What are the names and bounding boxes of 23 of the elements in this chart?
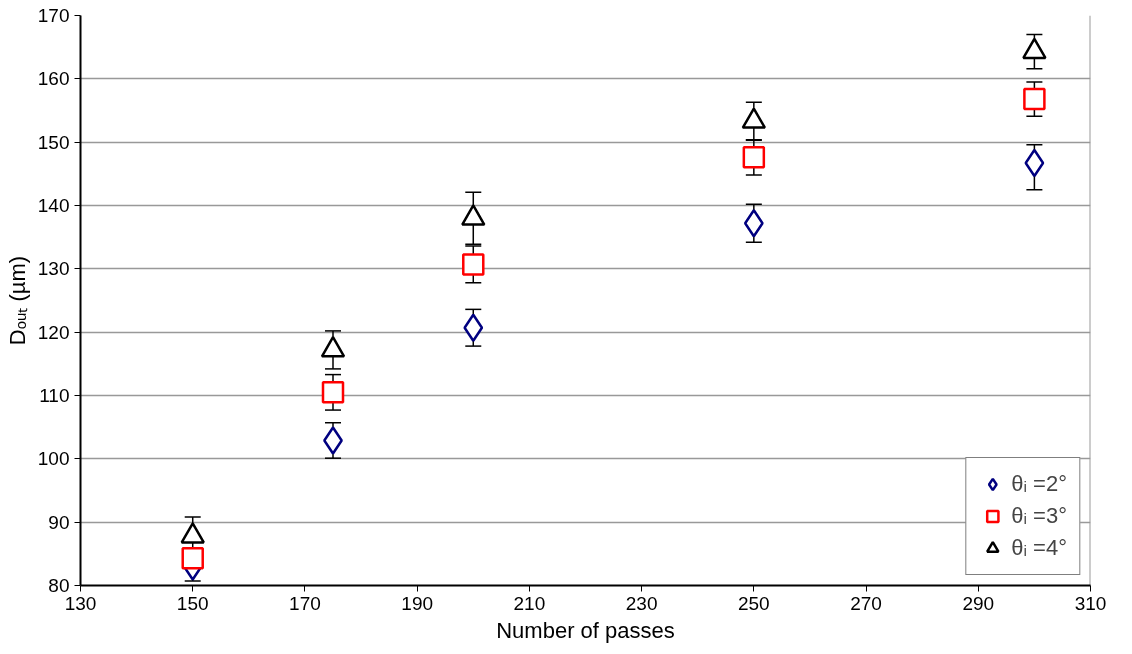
x-tick-label: 230 (625, 592, 658, 614)
x-tick-label: 150 (176, 592, 209, 614)
y-tick-label: 150 (37, 131, 70, 153)
y-tick-label: 160 (37, 68, 70, 90)
x-tick-label: 290 (962, 592, 995, 614)
y-tick-label: 100 (37, 448, 70, 470)
y-tick-label: 110 (39, 385, 70, 406)
y-tick-label: 140 (37, 195, 70, 216)
x-tick-label: 170 (289, 592, 321, 614)
legend-label: θᵢ =2° (1011, 471, 1067, 497)
x-tick-label: 270 (850, 592, 882, 614)
legend-label: θᵢ =4° (1011, 535, 1067, 561)
x-tick-label: 190 (401, 592, 434, 614)
x-axis-title: Number of passes (496, 617, 675, 643)
legend-label: θᵢ =3° (1011, 503, 1067, 529)
y-tick-label: 120 (37, 321, 70, 343)
y-tick-label: 130 (37, 258, 70, 280)
x-tick-label: 310 (1074, 592, 1107, 614)
y-tick-label: 170 (37, 5, 70, 26)
y-axis-title: Dₒᵤₜ (µm) (4, 255, 30, 346)
x-tick-label: 250 (737, 592, 770, 614)
x-tick-label: 210 (513, 592, 546, 614)
y-tick-label: 90 (48, 511, 70, 533)
